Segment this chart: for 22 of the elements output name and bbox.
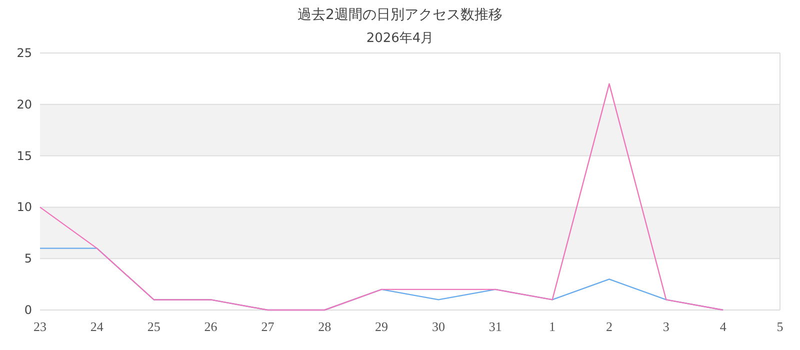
x-tick-label: 31	[488, 319, 502, 334]
x-tick-label: 26	[204, 319, 218, 334]
y-tick-label: 0	[24, 303, 32, 317]
x-tick-label: 29	[375, 319, 388, 334]
y-tick-label: 5	[24, 252, 32, 266]
x-tick-label: 5	[776, 319, 784, 334]
x-tick-label: 23	[34, 319, 46, 334]
y-tick-label: 20	[16, 97, 32, 112]
chart-title: 過去2週間の日別アクセス数推移	[298, 7, 502, 23]
x-tick-label: 25	[147, 319, 160, 334]
y-tick-label: 10	[16, 200, 32, 214]
x-tick-label: 3	[662, 319, 670, 334]
y-tick-label: 25	[16, 46, 32, 60]
x-tick-label: 1	[549, 319, 556, 334]
x-tick-label: 2	[606, 319, 612, 334]
x-tick-label: 24	[90, 319, 104, 334]
x-tick-label: 30	[432, 319, 445, 334]
chart-subtitle: 2026年4月	[366, 31, 434, 46]
y-tick-label: 15	[16, 148, 32, 163]
x-tick-label: 27	[261, 319, 275, 334]
x-tick-label: 4	[720, 319, 727, 334]
x-tick-label: 28	[318, 319, 332, 334]
